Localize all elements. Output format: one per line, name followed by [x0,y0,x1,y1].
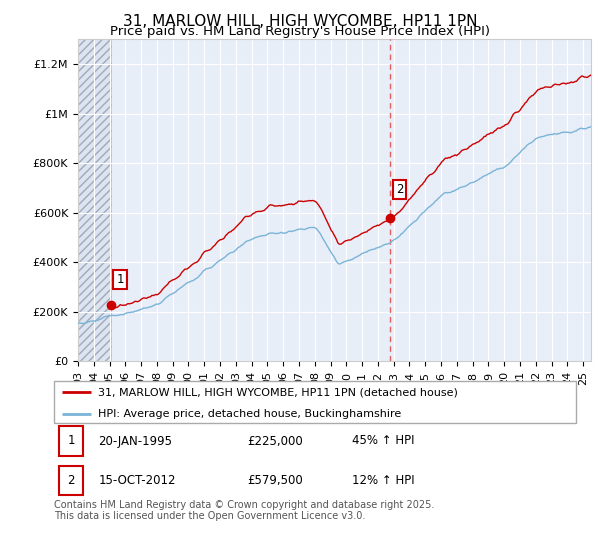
Text: 2: 2 [67,474,75,487]
Text: 45% ↑ HPI: 45% ↑ HPI [352,435,414,447]
FancyBboxPatch shape [59,465,83,495]
Text: 1: 1 [116,273,124,286]
Text: 31, MARLOW HILL, HIGH WYCOMBE, HP11 1PN: 31, MARLOW HILL, HIGH WYCOMBE, HP11 1PN [123,14,477,29]
Text: 1: 1 [67,435,75,447]
Text: 20-JAN-1995: 20-JAN-1995 [98,435,172,447]
Text: 12% ↑ HPI: 12% ↑ HPI [352,474,414,487]
Text: 2: 2 [396,183,403,196]
Text: £579,500: £579,500 [247,474,303,487]
Text: £225,000: £225,000 [247,435,303,447]
FancyBboxPatch shape [59,426,83,456]
Text: 31, MARLOW HILL, HIGH WYCOMBE, HP11 1PN (detached house): 31, MARLOW HILL, HIGH WYCOMBE, HP11 1PN … [98,387,458,397]
Text: 15-OCT-2012: 15-OCT-2012 [98,474,176,487]
Bar [78,39,110,361]
Text: Contains HM Land Registry data © Crown copyright and database right 2025.
This d: Contains HM Land Registry data © Crown c… [54,500,434,521]
Text: Price paid vs. HM Land Registry's House Price Index (HPI): Price paid vs. HM Land Registry's House … [110,25,490,38]
Bar [78,39,110,361]
Text: HPI: Average price, detached house, Buckinghamshire: HPI: Average price, detached house, Buck… [98,409,401,418]
